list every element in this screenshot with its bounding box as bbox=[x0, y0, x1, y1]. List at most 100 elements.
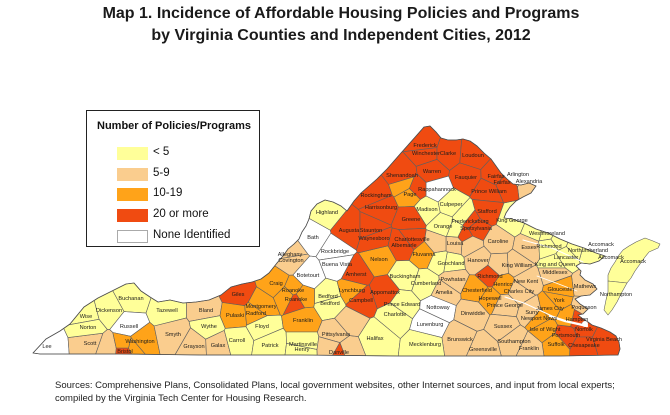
svg-text:Isle of Wight: Isle of Wight bbox=[530, 327, 561, 333]
svg-text:Hanover: Hanover bbox=[467, 258, 488, 264]
svg-text:Grayson: Grayson bbox=[183, 344, 204, 350]
svg-text:Mecklenburg: Mecklenburg bbox=[409, 342, 441, 348]
svg-text:Northampton: Northampton bbox=[600, 292, 632, 298]
svg-text:Powhatan: Powhatan bbox=[441, 277, 466, 283]
svg-text:Surry: Surry bbox=[525, 310, 539, 316]
svg-text:Radford: Radford bbox=[246, 311, 266, 317]
svg-text:Russell: Russell bbox=[120, 324, 138, 330]
svg-text:Lunenburg: Lunenburg bbox=[417, 322, 444, 328]
svg-text:Bedford: Bedford bbox=[318, 294, 338, 300]
svg-text:Lancaster: Lancaster bbox=[554, 255, 579, 261]
svg-text:Bristol: Bristol bbox=[117, 349, 133, 355]
svg-text:Charlottesville: Charlottesville bbox=[394, 237, 429, 243]
svg-text:Dickenson: Dickenson bbox=[96, 308, 122, 314]
svg-text:Augusta: Augusta bbox=[339, 228, 360, 234]
svg-text:Cumberland: Cumberland bbox=[411, 281, 441, 287]
svg-text:Buena Vista: Buena Vista bbox=[322, 262, 353, 268]
svg-text:Tazewell: Tazewell bbox=[156, 308, 177, 314]
svg-text:Fairfax: Fairfax bbox=[493, 180, 510, 186]
svg-text:Staunton: Staunton bbox=[360, 228, 382, 234]
svg-text:Caroline: Caroline bbox=[488, 239, 509, 245]
svg-text:Roanoke: Roanoke bbox=[282, 288, 304, 294]
svg-text:Alexandria: Alexandria bbox=[516, 179, 543, 185]
svg-text:Frederick: Frederick bbox=[413, 143, 437, 149]
svg-text:Patrick: Patrick bbox=[261, 343, 278, 349]
svg-text:Wise: Wise bbox=[80, 314, 92, 320]
svg-text:Newport News: Newport News bbox=[521, 316, 558, 322]
svg-text:Northumberland: Northumberland bbox=[568, 248, 608, 254]
svg-text:Highland: Highland bbox=[316, 210, 338, 216]
svg-text:Bedford: Bedford bbox=[320, 301, 340, 307]
svg-text:Essex: Essex bbox=[521, 245, 536, 251]
svg-text:Franklin: Franklin bbox=[519, 346, 539, 352]
svg-text:Pulaski: Pulaski bbox=[226, 313, 244, 319]
svg-text:Westmoreland: Westmoreland bbox=[529, 231, 565, 237]
svg-text:Wythe: Wythe bbox=[201, 324, 217, 330]
svg-text:Clarke: Clarke bbox=[440, 151, 456, 157]
svg-text:Accomack: Accomack bbox=[588, 242, 614, 248]
svg-text:Buckingham: Buckingham bbox=[390, 274, 421, 280]
svg-text:Lynchburg: Lynchburg bbox=[339, 288, 365, 294]
svg-text:Nottoway: Nottoway bbox=[426, 305, 450, 311]
svg-text:Harrisonburg: Harrisonburg bbox=[365, 205, 397, 211]
svg-text:Stafford: Stafford bbox=[477, 209, 497, 215]
svg-text:Craig: Craig bbox=[269, 281, 282, 287]
svg-text:Floyd: Floyd bbox=[255, 324, 269, 330]
svg-text:Botetourt: Botetourt bbox=[297, 273, 320, 279]
svg-text:Warren: Warren bbox=[423, 169, 441, 175]
svg-text:Orange: Orange bbox=[434, 224, 453, 230]
svg-text:Chesterfield: Chesterfield bbox=[462, 288, 492, 294]
svg-text:Accomack: Accomack bbox=[598, 255, 624, 261]
svg-text:Southampton: Southampton bbox=[497, 339, 530, 345]
svg-text:Bath: Bath bbox=[307, 235, 319, 241]
svg-text:Hampton: Hampton bbox=[566, 317, 589, 323]
svg-text:Buchanan: Buchanan bbox=[118, 296, 143, 302]
svg-text:Norton: Norton bbox=[80, 325, 97, 331]
svg-text:King George: King George bbox=[496, 218, 527, 224]
svg-text:New Kent: New Kent bbox=[514, 279, 539, 285]
svg-text:Mathews: Mathews bbox=[574, 284, 597, 290]
svg-text:Halifax: Halifax bbox=[366, 336, 383, 342]
svg-text:Greene: Greene bbox=[402, 217, 421, 223]
svg-text:Page: Page bbox=[403, 192, 416, 198]
svg-text:Fredericksburg: Fredericksburg bbox=[451, 219, 488, 225]
svg-text:Accomack: Accomack bbox=[620, 259, 646, 265]
svg-text:Gloucester: Gloucester bbox=[547, 287, 574, 293]
svg-text:Martinsville: Martinsville bbox=[289, 342, 317, 348]
svg-text:Rockingham: Rockingham bbox=[360, 193, 391, 199]
svg-text:Fauquier: Fauquier bbox=[455, 175, 477, 181]
svg-text:Danville: Danville bbox=[329, 350, 349, 356]
svg-text:Winchester: Winchester bbox=[412, 151, 440, 157]
svg-text:Spotsylvania: Spotsylvania bbox=[460, 226, 493, 232]
svg-text:Prince Edward: Prince Edward bbox=[384, 302, 420, 308]
svg-text:Arlington: Arlington bbox=[507, 172, 529, 178]
svg-text:Amelia: Amelia bbox=[435, 290, 453, 296]
svg-text:Goochland: Goochland bbox=[437, 261, 464, 267]
svg-text:Galax: Galax bbox=[211, 343, 226, 349]
svg-text:James City: James City bbox=[536, 306, 564, 312]
svg-text:Poquoson: Poquoson bbox=[571, 305, 596, 311]
svg-text:Nelson: Nelson bbox=[370, 257, 387, 263]
svg-text:Richmond: Richmond bbox=[477, 274, 502, 280]
svg-text:Smyth: Smyth bbox=[165, 332, 181, 338]
svg-text:Rockbridge: Rockbridge bbox=[321, 249, 349, 255]
svg-text:Lee: Lee bbox=[42, 344, 51, 350]
svg-text:Amherst: Amherst bbox=[346, 272, 367, 278]
svg-text:Virginia Beach: Virginia Beach bbox=[586, 337, 622, 343]
svg-text:Scott: Scott bbox=[84, 341, 97, 347]
svg-text:Norfolk: Norfolk bbox=[575, 327, 593, 333]
svg-text:Giles: Giles bbox=[232, 292, 245, 298]
svg-text:Chesapeake: Chesapeake bbox=[568, 343, 599, 349]
svg-text:Appomattox: Appomattox bbox=[370, 290, 400, 296]
svg-text:Charlotte: Charlotte bbox=[384, 312, 407, 318]
svg-text:Louisa: Louisa bbox=[447, 241, 464, 247]
svg-text:Roanoke: Roanoke bbox=[285, 297, 307, 303]
svg-text:Richmond: Richmond bbox=[536, 244, 561, 250]
svg-text:Waynesboro: Waynesboro bbox=[358, 236, 389, 242]
svg-text:Prince George: Prince George bbox=[487, 303, 523, 309]
svg-text:Pittsylvania: Pittsylvania bbox=[322, 332, 351, 338]
svg-text:Franklin: Franklin bbox=[293, 318, 313, 324]
svg-text:King William: King William bbox=[502, 263, 533, 269]
svg-text:King and Queen: King and Queen bbox=[535, 262, 575, 268]
svg-text:Brunswick: Brunswick bbox=[447, 337, 473, 343]
